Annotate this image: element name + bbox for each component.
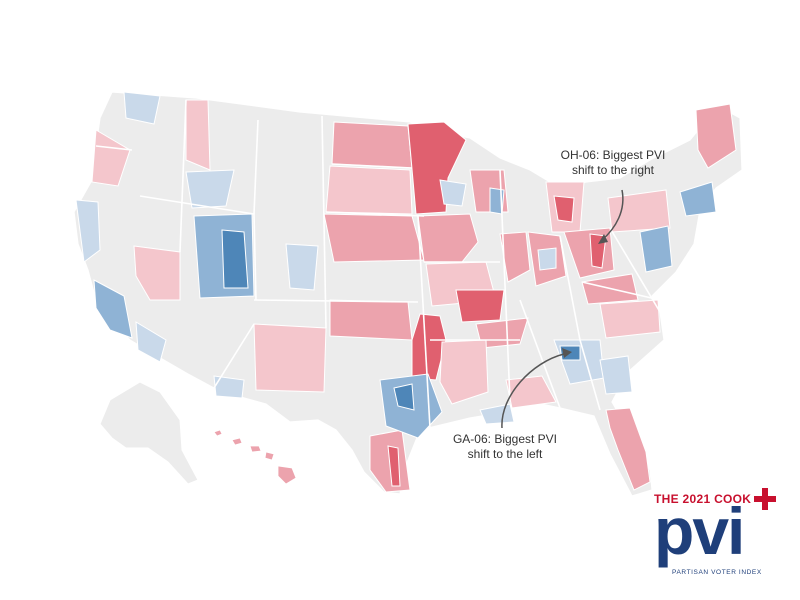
state-borders — [95, 99, 661, 429]
oh-06-annotation-line1: OH-06: Biggest PVI — [560, 148, 666, 162]
oh-06-annotation-line2: shift to the right — [571, 163, 655, 177]
red-leaning-districts — [91, 99, 737, 493]
ga-06-arrowhead — [562, 348, 572, 358]
alaska — [99, 381, 199, 485]
ga-06-arrow — [501, 353, 565, 429]
cook-pvi-logo: THE 2021 COOK pvi PARTISAN VOTER INDEX — [654, 488, 778, 588]
plus-icon — [754, 488, 776, 510]
blue-leaning-districts — [75, 91, 717, 439]
ga-06-annotation: GA-06: Biggest PVI shift to the left — [440, 432, 570, 462]
logo-subtitle: PARTISAN VOTER INDEX — [672, 569, 762, 576]
ga-06-annotation-line2: shift to the left — [467, 447, 543, 461]
oh-06-arrowhead — [598, 234, 608, 244]
logo-brand: pvi — [654, 494, 745, 568]
ga-06-annotation-line1: GA-06: Biggest PVI — [452, 432, 558, 446]
hawaii — [213, 429, 297, 485]
oh-06-annotation: OH-06: Biggest PVI shift to the right — [548, 148, 678, 178]
logo-title: THE 2021 COOK — [654, 492, 752, 506]
